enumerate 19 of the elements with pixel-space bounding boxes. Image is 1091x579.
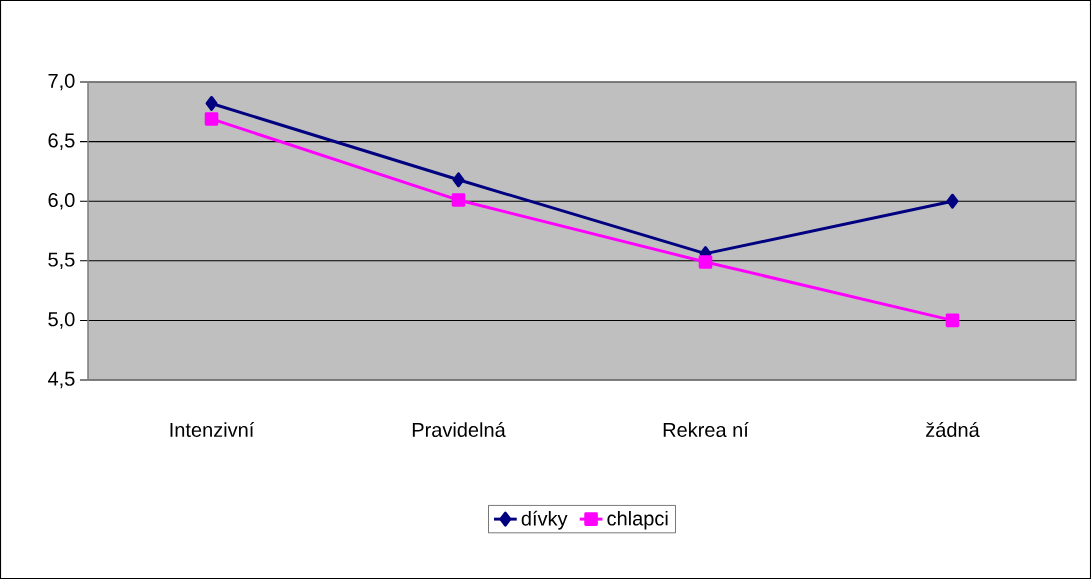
point — [946, 193, 959, 209]
x-tick-label: Intenzivní — [170, 422, 255, 437]
point — [452, 172, 465, 188]
point — [204, 112, 219, 126]
legend-label: dívky — [521, 510, 568, 530]
x-tick-label: žádná — [926, 422, 980, 437]
x-tick-label: Rekrea ní — [663, 422, 749, 437]
point — [205, 96, 218, 111]
y-tick-label: 6,5 — [48, 133, 75, 150]
y-tick-label: 4,5 — [47, 371, 75, 389]
legend-label: chlapci — [607, 510, 668, 530]
point — [945, 313, 960, 328]
point — [451, 193, 466, 207]
y-tick-label: 5,5 — [48, 252, 75, 269]
y-tick-label: 5,0 — [48, 312, 75, 329]
y-tick-label: 7,0 — [48, 73, 75, 91]
y-tick-label: 6,0 — [48, 192, 75, 210]
x-tick-label: Pravidelná — [412, 422, 506, 437]
point — [698, 255, 713, 269]
